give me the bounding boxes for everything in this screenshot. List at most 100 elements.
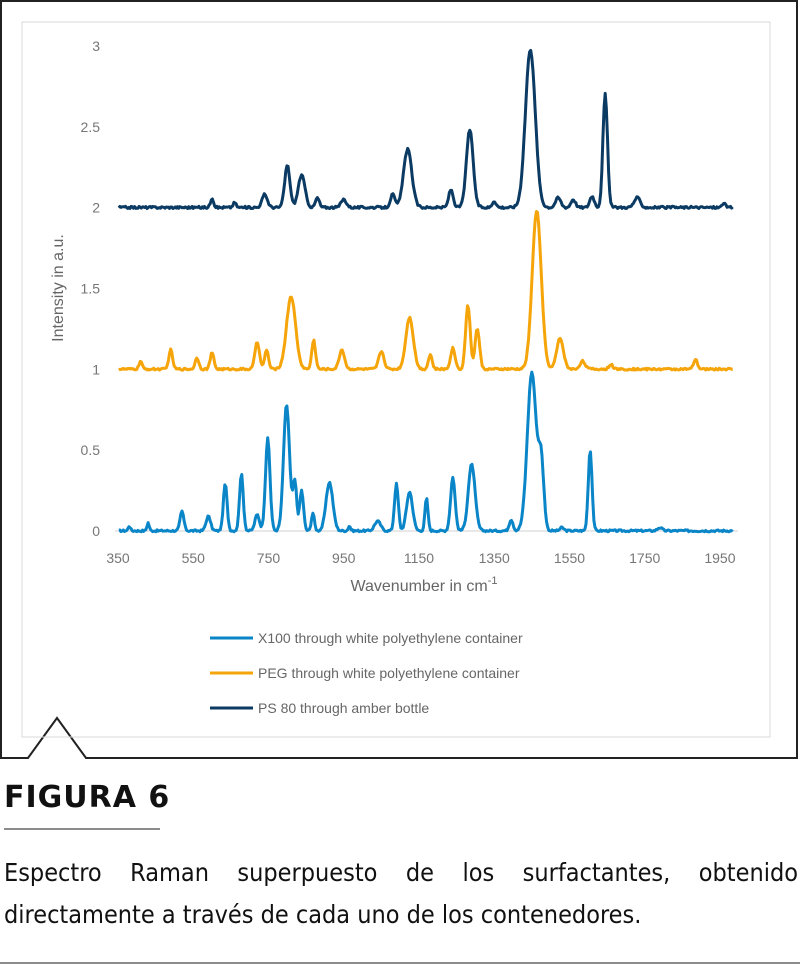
peak-point: [531, 372, 532, 373]
series-line: [117, 48, 734, 210]
peak-point: [430, 354, 431, 355]
x-tick-label: 750: [257, 550, 281, 566]
legend-label: PS 80 through amber bottle: [258, 700, 429, 716]
peak-point: [291, 296, 292, 297]
figure-label-underline: [4, 828, 160, 830]
x-axis-title-superscript: -1: [488, 575, 498, 587]
peak-point: [234, 202, 235, 203]
x-tick-label: 1350: [479, 550, 510, 566]
peak-point: [407, 149, 408, 150]
peak-point: [392, 194, 393, 195]
peak-point: [329, 482, 330, 483]
x-tick-label: 1950: [704, 550, 735, 566]
peak-point: [287, 165, 288, 166]
peak-point: [377, 521, 378, 522]
peak-point: [582, 361, 583, 362]
peak-point: [264, 194, 265, 195]
peak-point: [541, 466, 542, 467]
peak-point: [341, 349, 342, 350]
peak-point: [610, 364, 611, 365]
peak-point: [129, 526, 130, 527]
y-tick-label: 0.5: [81, 442, 101, 458]
peak-point: [536, 210, 537, 211]
peak-point: [477, 328, 478, 329]
peak-point: [605, 94, 606, 95]
peak-point: [241, 474, 242, 475]
legend-label: X100 through white polyethylene containe…: [258, 630, 523, 646]
peak-point: [467, 304, 468, 305]
series-line: [118, 210, 734, 372]
series-line: [118, 370, 734, 534]
x-tick-label: 1750: [629, 550, 660, 566]
figure-label: FIGURA 6: [4, 780, 171, 815]
peak-point: [313, 340, 314, 341]
peak-point: [317, 198, 318, 199]
legend-label: PEG through white polyethylene container: [258, 665, 520, 681]
y-tick-label: 2: [92, 200, 100, 216]
peak-point: [723, 202, 724, 203]
peak-point: [208, 516, 209, 517]
peak-point: [451, 189, 452, 190]
peak-point: [592, 196, 593, 197]
legend: X100 through white polyethylene containe…: [210, 630, 523, 716]
x-tick-label: 950: [332, 550, 356, 566]
y-tick-label: 3: [92, 38, 100, 54]
peak-point: [558, 198, 559, 199]
peak-point: [267, 438, 268, 439]
x-tick-label: 350: [106, 550, 130, 566]
y-tick-label: 2.5: [81, 119, 101, 135]
figure-caption: Espectro Raman superpuesto de los surfac…: [4, 858, 798, 929]
x-axis-ticks: 350 550 750 950 1150 1350 1550 1750 1950: [106, 550, 735, 566]
y-tick-label: 1: [92, 361, 100, 377]
peak-point: [469, 130, 470, 131]
peak-point: [286, 404, 287, 405]
peak-point: [396, 484, 397, 485]
peak-point: [426, 498, 427, 499]
peak-point: [573, 199, 574, 200]
peak-point: [266, 349, 267, 350]
y-axis-title: Intensity in a.u.: [50, 234, 67, 342]
peak-point: [182, 511, 183, 512]
peak-point: [312, 513, 313, 514]
bottom-divider: [0, 962, 800, 964]
peak-point: [560, 338, 561, 339]
peak-point: [659, 527, 660, 528]
series-lines: [117, 48, 734, 534]
series-peaks: [140, 210, 696, 365]
peak-point: [170, 349, 171, 350]
y-tick-label: 1.5: [81, 281, 101, 297]
peak-point: [197, 358, 198, 359]
peak-point: [212, 198, 213, 199]
peak-point: [471, 464, 472, 465]
y-tick-label: 0: [92, 523, 100, 539]
y-axis-ticks: 0 0.5 1 1.5 2 2.5 3: [81, 38, 101, 539]
peak-point: [494, 201, 495, 202]
peak-point: [349, 526, 350, 527]
peak-point: [452, 348, 453, 349]
peak-point: [561, 527, 562, 528]
peak-point: [695, 359, 696, 360]
peak-point: [257, 341, 258, 342]
plot-area-outline: [21, 21, 771, 738]
peak-point: [452, 477, 453, 478]
peak-point: [140, 361, 141, 362]
peak-point: [381, 351, 382, 352]
peak-point: [148, 522, 149, 523]
peak-point: [257, 514, 258, 515]
x-tick-label: 550: [182, 550, 206, 566]
peak-point: [301, 175, 302, 176]
peak-point: [511, 519, 512, 520]
peak-point: [212, 353, 213, 354]
peak-point: [530, 49, 531, 50]
peak-point: [409, 492, 410, 493]
x-axis-title-text: Wavenumber in cm: [350, 578, 487, 595]
x-tick-label: 1550: [554, 550, 585, 566]
peak-point: [301, 490, 302, 491]
chart-border: [0, 0, 798, 759]
peak-point: [225, 484, 226, 485]
peak-point: [343, 199, 344, 200]
peak-point: [590, 450, 591, 451]
peak-point: [294, 482, 295, 483]
